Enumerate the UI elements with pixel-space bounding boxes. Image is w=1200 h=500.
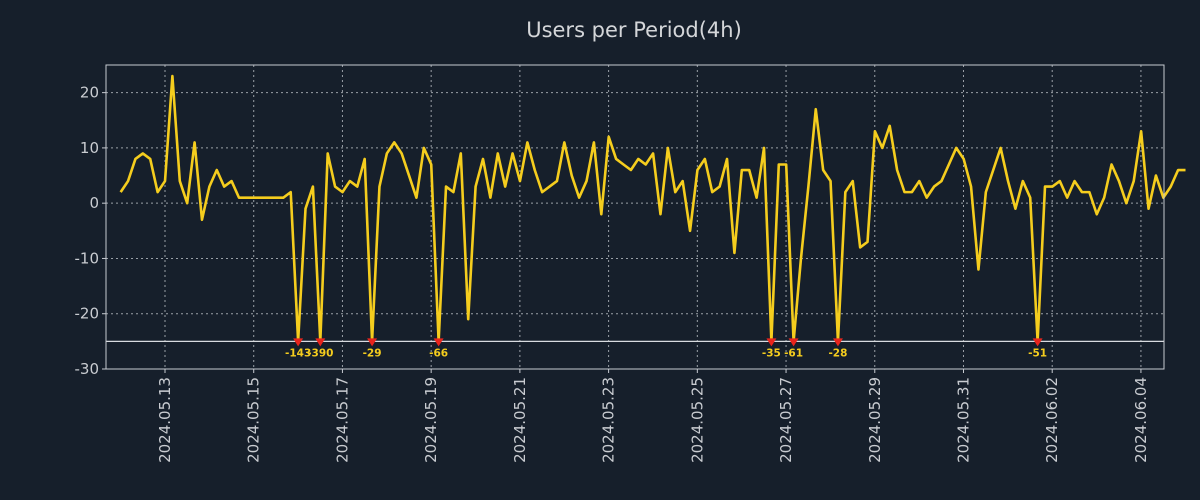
plot-layer: -143-390 -29 -66 -35 -61 -28 -51: [106, 74, 1186, 359]
clipped-value-label: -29: [363, 347, 382, 359]
grid-layer: [106, 65, 1164, 369]
x-tick-label: 2024.05.21: [511, 377, 529, 463]
clipped-point-marker: [1032, 338, 1043, 347]
x-tick-label: 2024.05.25: [688, 377, 706, 463]
clipped-value-label: -143: [285, 347, 311, 359]
x-tick-label: 2024.06.02: [1043, 377, 1061, 463]
chart-title: Users per Period(4h): [526, 18, 742, 42]
clipped-value-label: -51: [1028, 347, 1047, 359]
clipped-point-marker: [766, 338, 777, 347]
x-tick-label: 2024.05.31: [954, 377, 972, 463]
clipped-value-label: -35: [762, 347, 781, 359]
y-tick-label: 10: [80, 139, 99, 157]
y-tick-label: -30: [75, 360, 100, 378]
y-tick-label: 0: [89, 194, 99, 212]
x-tick-label: 2024.05.19: [422, 377, 440, 463]
x-tick-label: 2024.05.27: [777, 377, 795, 463]
clipped-point-marker: [293, 338, 304, 347]
x-tick-label: 2024.05.23: [600, 377, 618, 463]
clipped-point-marker: [367, 338, 378, 347]
clipped-value-label: -66: [429, 347, 448, 359]
clipped-value-label: -390: [307, 347, 333, 359]
y-tick-label: -20: [75, 305, 100, 323]
series-line-users: [119, 74, 1186, 343]
x-tick-label: 2024.05.29: [866, 377, 884, 463]
x-tick-label: 2024.06.04: [1132, 377, 1150, 463]
x-tick-label: 2024.05.17: [333, 377, 351, 463]
y-tick-label: 20: [80, 84, 99, 102]
y-tick-label: -10: [75, 249, 100, 267]
x-tick-label: 2024.05.15: [245, 377, 263, 463]
clipped-point-marker: [315, 338, 326, 347]
axis-layer: 20 10 0 -10 -20 -30 2024.05.13 2024.05.15 2024.0…: [75, 84, 1150, 463]
x-tick-label: 2024.05.13: [156, 377, 174, 463]
clipped-point-marker: [832, 338, 843, 347]
clipped-point-marker: [433, 338, 444, 347]
clipped-value-label: -61: [784, 347, 803, 359]
plot-frame: [105, 64, 1165, 370]
clipped-point-marker: [788, 338, 799, 347]
clipped-value-label: -28: [828, 347, 847, 359]
